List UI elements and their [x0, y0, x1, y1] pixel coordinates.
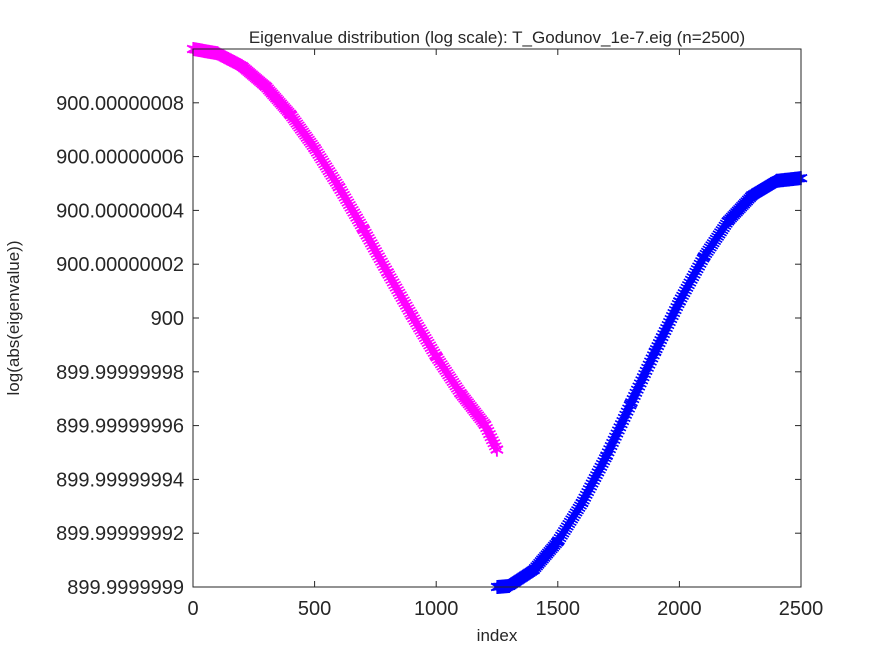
y-tick-label: 899.99999996 [56, 416, 184, 438]
data-point [332, 180, 346, 194]
data-point [478, 417, 492, 432]
y-tick-label: 899.99999998 [56, 362, 184, 384]
data-point [697, 250, 711, 265]
y-tick-label: 899.99999992 [56, 523, 184, 545]
chart-marks [186, 42, 808, 594]
y-axis-title: log(abs(eigenvalue)) [4, 241, 23, 396]
x-axis-title: index [477, 626, 518, 645]
data-point [405, 308, 419, 323]
y-tick-label: 899.9999999 [67, 577, 184, 599]
data-point [490, 442, 504, 457]
x-tick-label: 1000 [414, 598, 459, 620]
data-point [672, 294, 686, 309]
data-point [283, 107, 297, 122]
data-point [551, 534, 565, 549]
data-point [624, 396, 638, 411]
data-point [721, 214, 735, 229]
data-point [381, 265, 395, 280]
data-point [308, 141, 322, 156]
data-point [259, 79, 273, 94]
y-tick-label: 900.00000006 [56, 147, 184, 169]
x-tick-label: 500 [298, 598, 331, 620]
x-tick-label: 2000 [657, 598, 702, 620]
x-tick-label: 0 [187, 598, 198, 620]
y-axis-ticks: 899.9999999 899.99999992 899.99999994 899.9… [56, 93, 801, 599]
data-point [648, 344, 662, 359]
y-tick-label: 900.00000004 [56, 200, 184, 222]
x-tick-label: 2500 [779, 598, 824, 620]
data-point [356, 221, 370, 236]
y-tick-label: 900 [151, 308, 184, 330]
y-tick-label: 899.99999994 [56, 469, 184, 491]
x-tick-label: 1500 [536, 598, 581, 620]
data-point [502, 578, 516, 593]
data-point [575, 495, 589, 510]
y-tick-label: 900.00000002 [56, 254, 184, 276]
data-point [527, 563, 540, 578]
data-point [235, 58, 249, 73]
data-point [454, 386, 467, 401]
data-point [745, 188, 759, 203]
chart-title: Eigenvalue distribution (log scale): T_G… [249, 28, 745, 47]
data-point [429, 349, 443, 364]
x-axis-ticks: 0 500 1000 1500 2000 2500 [187, 49, 823, 620]
data-point [599, 449, 613, 463]
y-tick-label: 900.00000008 [56, 93, 184, 115]
data-point [770, 173, 784, 188]
